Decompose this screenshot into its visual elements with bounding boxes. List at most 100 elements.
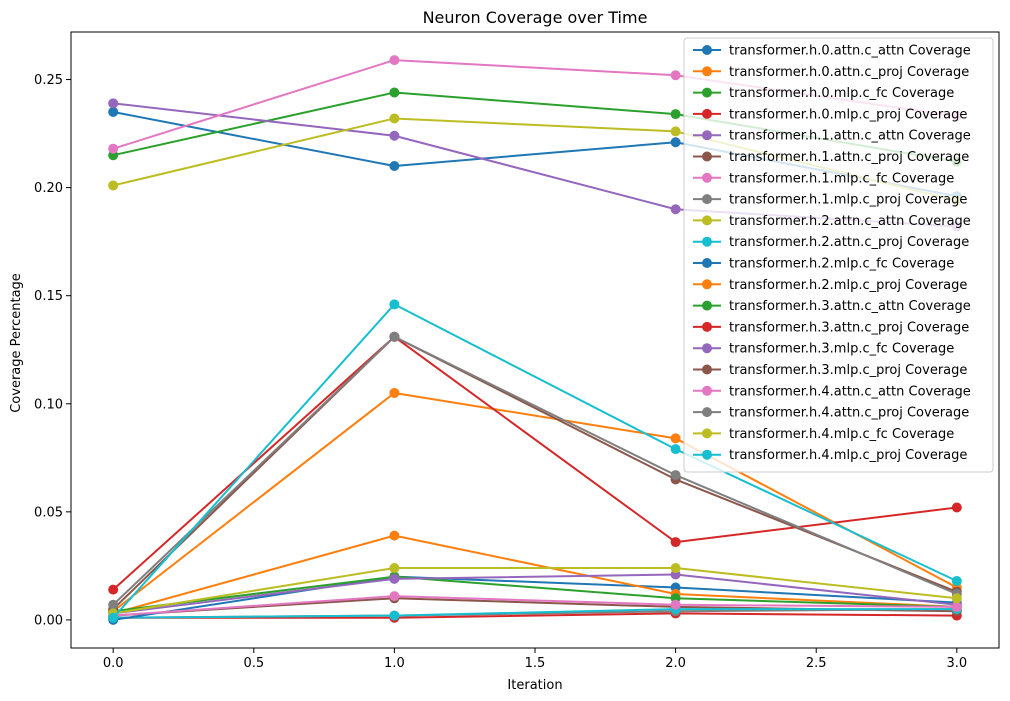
data-point — [670, 126, 681, 137]
y-axis-title: Coverage Percentage — [9, 273, 24, 413]
y-tick-label: 0.00 — [34, 613, 63, 628]
data-point — [389, 610, 400, 621]
legend-label: transformer.h.3.attn.c_proj Coverage — [729, 320, 969, 335]
legend-swatch-marker — [702, 449, 712, 460]
legend-label: transformer.h.4.attn.c_attn Coverage — [729, 384, 971, 399]
y-axis: 0.00 0.05 0.10 0.15 0.20 0.25 — [34, 73, 71, 628]
series-line — [112, 335, 958, 606]
legend-label: transformer.h.0.mlp.c_fc Coverage — [729, 86, 954, 101]
data-point — [389, 130, 400, 141]
legend: transformer.h.0.attn.c_attn Coverage tran… — [683, 37, 994, 473]
legend-swatch-marker — [702, 108, 712, 119]
legend-swatch-marker — [702, 364, 712, 375]
data-point — [951, 502, 962, 513]
legend-item: transformer.h.3.attn.c_proj Coverage — [693, 320, 969, 335]
x-axis-title: Iteration — [507, 678, 562, 693]
legend-label: transformer.h.3.attn.c_attn Coverage — [729, 299, 971, 314]
x-tick-label: 0.5 — [243, 656, 264, 671]
data-point — [670, 599, 681, 610]
y-tick-label: 0.05 — [34, 505, 63, 520]
data-point — [108, 584, 119, 595]
data-point — [389, 87, 400, 98]
data-point — [108, 143, 119, 154]
series-line — [112, 391, 958, 613]
data-point — [389, 387, 400, 398]
legend-item: transformer.h.2.attn.c_proj Coverage — [693, 235, 969, 250]
data-point — [670, 137, 681, 148]
legend-swatch-marker — [702, 321, 712, 332]
data-point — [951, 575, 962, 586]
data-point — [389, 563, 400, 574]
x-tick-label: 1.5 — [525, 656, 546, 671]
data-point — [389, 113, 400, 124]
y-tick-label: 0.25 — [34, 73, 63, 88]
data-point — [670, 470, 681, 481]
data-point — [389, 530, 400, 541]
series-layer — [108, 55, 962, 625]
legend-item: transformer.h.0.attn.c_proj Coverage — [693, 65, 969, 80]
legend-swatch-marker — [702, 151, 712, 162]
legend-label: transformer.h.4.mlp.c_fc Coverage — [729, 427, 954, 442]
legend-item: transformer.h.1.attn.c_attn Coverage — [693, 129, 971, 144]
data-point — [389, 299, 400, 310]
legend-swatch-marker — [702, 45, 712, 55]
legend-item: transformer.h.2.mlp.c_fc Coverage — [693, 257, 954, 272]
chart-title: Neuron Coverage over Time — [423, 8, 648, 27]
series-line — [112, 335, 957, 591]
legend-label: transformer.h.4.mlp.c_proj Coverage — [729, 448, 967, 463]
y-tick-label: 0.15 — [34, 289, 63, 304]
data-point — [389, 55, 400, 66]
series-line — [113, 573, 957, 615]
legend-item: transformer.h.3.mlp.c_proj Coverage — [693, 363, 967, 378]
legend-item: transformer.h.3.attn.c_attn Coverage — [693, 299, 971, 314]
data-point — [670, 433, 681, 444]
x-axis: 0.0 0.5 1.0 1.5 2.0 2.5 3.0 — [103, 648, 967, 671]
legend-item: transformer.h.1.mlp.c_fc Coverage — [693, 171, 954, 186]
data-point — [389, 161, 400, 172]
legend-box — [683, 37, 994, 473]
legend-swatch-marker — [702, 236, 712, 247]
series-line — [113, 567, 957, 615]
legend-item: transformer.h.0.mlp.c_fc Coverage — [693, 86, 954, 101]
data-point — [670, 109, 681, 120]
legend-item: transformer.h.4.mlp.c_proj Coverage — [693, 448, 967, 463]
data-point — [670, 70, 681, 81]
legend-label: transformer.h.0.mlp.c_proj Coverage — [729, 107, 967, 122]
legend-swatch-marker — [702, 407, 712, 418]
data-point — [670, 563, 681, 574]
data-point — [670, 444, 681, 455]
data-point — [951, 593, 962, 604]
series-line — [112, 303, 958, 619]
legend-swatch-marker — [702, 258, 712, 268]
legend-item: transformer.h.4.mlp.c_fc Coverage — [693, 427, 954, 442]
legend-swatch-marker — [702, 343, 712, 354]
legend-label: transformer.h.2.attn.c_attn Coverage — [729, 214, 971, 229]
legend-swatch-marker — [702, 428, 712, 439]
data-point — [389, 331, 400, 342]
legend-swatch-marker — [702, 194, 712, 205]
legend-swatch-marker — [702, 66, 712, 77]
legend-label: transformer.h.3.mlp.c_proj Coverage — [729, 363, 967, 378]
legend-label: transformer.h.0.attn.c_proj Coverage — [729, 65, 969, 80]
data-point — [108, 98, 119, 109]
legend-item: transformer.h.1.mlp.c_proj Coverage — [693, 193, 967, 208]
series-line — [113, 575, 957, 621]
legend-item: transformer.h.1.attn.c_proj Coverage — [693, 150, 969, 165]
legend-item: transformer.h.3.mlp.c_fc Coverage — [693, 342, 954, 357]
y-tick-label: 0.20 — [34, 181, 63, 196]
legend-label: transformer.h.1.attn.c_proj Coverage — [729, 150, 969, 165]
y-tick-label: 0.10 — [34, 397, 63, 412]
legend-item: transformer.h.4.attn.c_attn Coverage — [693, 384, 971, 399]
data-point — [108, 180, 119, 191]
x-tick-label: 2.5 — [806, 656, 827, 671]
series-20 — [108, 299, 962, 623]
legend-item: transformer.h.2.mlp.c_proj Coverage — [693, 278, 967, 293]
legend-swatch-marker — [702, 215, 712, 226]
legend-swatch-marker — [702, 87, 712, 98]
series-line — [113, 608, 957, 619]
legend-swatch-marker — [702, 279, 712, 290]
legend-swatch-marker — [702, 130, 712, 141]
legend-swatch-marker — [702, 300, 712, 311]
series-line — [113, 575, 957, 613]
data-point — [108, 599, 119, 610]
